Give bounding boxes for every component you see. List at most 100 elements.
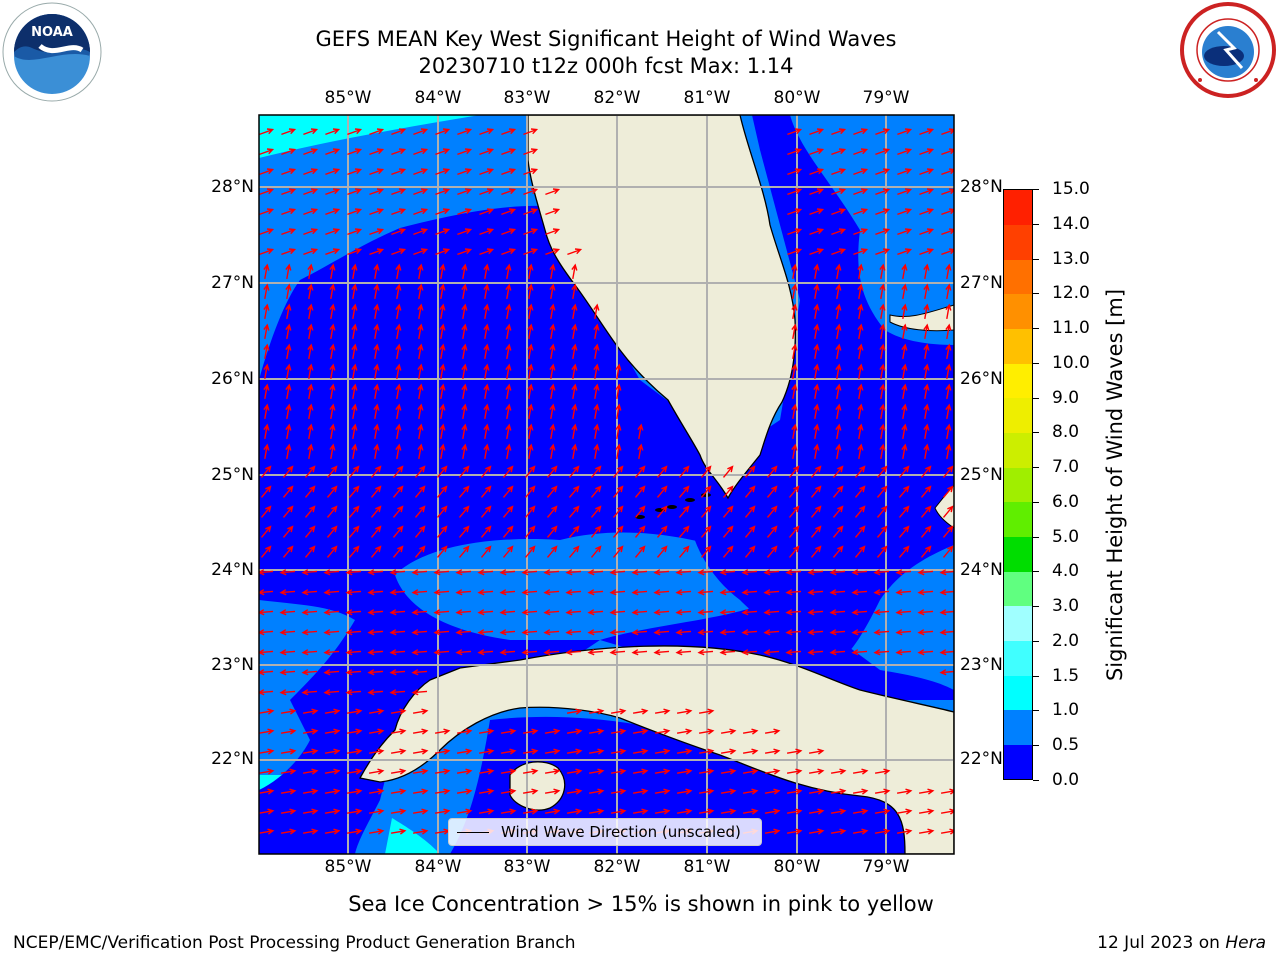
wind-wave-arrow: [874, 768, 891, 775]
wind-wave-arrow: [324, 728, 341, 735]
wind-wave-arrow: [898, 545, 910, 558]
wind-wave-arrow: [919, 168, 935, 176]
wind-wave-arrow: [813, 363, 820, 380]
wind-wave-arrow: [566, 788, 583, 795]
wind-wave-arrow: [565, 609, 582, 616]
wind-wave-arrow: [477, 629, 494, 636]
wind-wave-arrow: [417, 423, 424, 440]
wind-wave-arrow: [895, 589, 912, 596]
wind-wave-arrow: [527, 363, 534, 380]
wind-wave-arrow: [565, 649, 582, 656]
colorbar-segment: [1004, 259, 1032, 295]
wind-wave-arrow: [303, 148, 319, 156]
wind-wave-arrow: [500, 808, 517, 815]
wind-wave-arrow: [853, 168, 869, 176]
wind-wave-arrow: [879, 343, 886, 360]
wind-wave-arrow: [896, 808, 913, 815]
lon-label-top: 85°W: [324, 88, 372, 108]
wind-wave-arrow: [588, 768, 605, 775]
wind-wave-arrow: [523, 168, 539, 176]
wind-wave-arrow: [656, 545, 668, 558]
colorbar-tick: [1033, 362, 1039, 364]
colorbar-segment: [1004, 363, 1032, 399]
wind-wave-arrow: [281, 228, 297, 236]
wind-wave-arrow: [897, 148, 913, 156]
wind-wave-arrow: [478, 748, 495, 755]
wind-wave-arrow: [676, 768, 693, 775]
wind-wave-arrow: [676, 728, 693, 735]
wind-wave-arrow: [521, 589, 538, 596]
wind-wave-arrow: [395, 383, 402, 400]
wind-wave-arrow: [615, 443, 622, 460]
colorbar-title: Significant Height of Wind Waves [m]: [1103, 288, 1127, 682]
wind-wave-arrow: [478, 768, 495, 775]
wind-wave-arrow: [832, 465, 844, 478]
wind-wave-arrow: [301, 609, 318, 616]
wind-wave-arrow: [593, 343, 600, 360]
wind-wave-arrow: [873, 589, 890, 596]
lat-label-left: 25°N: [211, 465, 254, 485]
wind-wave-arrow: [791, 263, 798, 280]
wind-wave-arrow: [609, 589, 626, 596]
wind-wave-arrow: [566, 768, 583, 775]
wind-wave-arrow: [523, 248, 539, 256]
wind-wave-arrow: [612, 505, 624, 518]
wind-wave-arrow: [588, 728, 605, 735]
wind-wave-arrow: [720, 768, 737, 775]
wind-wave-arrow: [940, 828, 954, 835]
wind-wave-arrow: [697, 609, 714, 616]
wind-wave-arrow: [675, 609, 692, 616]
wind-wave-arrow: [791, 303, 798, 320]
wind-wave-arrow: [676, 788, 693, 795]
colorbar-tick: [1033, 223, 1039, 225]
wind-wave-arrow: [329, 443, 336, 460]
wind-wave-arrow: [813, 283, 820, 300]
wind-wave-arrow: [436, 465, 448, 478]
wind-wave-arrow: [901, 263, 908, 280]
colorbar-tick-label: 0.5: [1052, 735, 1080, 756]
wind-wave-arrow: [945, 303, 952, 320]
wind-wave-arrow: [279, 689, 296, 696]
wind-wave-arrow: [500, 728, 517, 735]
noaa-logo-icon: NOAA: [2, 2, 102, 102]
wind-wave-arrow: [348, 545, 360, 558]
wind-wave-arrow: [787, 148, 803, 156]
wind-wave-arrow: [391, 188, 407, 196]
wind-wave-arrow: [347, 148, 363, 156]
wind-wave-arrow: [787, 128, 803, 136]
colorbar-tick: [1033, 467, 1039, 469]
wind-wave-arrow: [678, 525, 690, 538]
wind-wave-arrow: [369, 228, 385, 236]
wind-wave-arrow: [939, 569, 954, 576]
wind-wave-arrow: [456, 808, 473, 815]
wind-wave-arrow: [455, 589, 472, 596]
wind-wave-arrow: [609, 569, 626, 576]
wind-wave-arrow: [348, 465, 360, 478]
colorbar-tick-label: 11.0: [1052, 318, 1090, 339]
wind-wave-arrow: [323, 689, 340, 696]
wind-wave-arrow: [941, 128, 954, 136]
lat-label-right: 24°N: [960, 560, 1003, 580]
wind-wave-arrow: [301, 669, 318, 676]
wind-wave-arrow: [285, 403, 292, 420]
wind-wave-arrow: [587, 569, 604, 576]
wind-wave-arrow: [351, 383, 358, 400]
wind-wave-arrow: [461, 443, 468, 460]
wind-wave-arrow: [347, 128, 363, 136]
wind-wave-arrow: [439, 423, 446, 440]
wind-wave-arrow: [412, 708, 429, 715]
wind-wave-arrow: [324, 828, 341, 835]
colorbar-segment: [1004, 605, 1032, 641]
wind-wave-arrow: [610, 748, 627, 755]
wind-wave-arrow: [373, 323, 380, 340]
wind-wave-arrow: [791, 363, 798, 380]
wind-wave-arrow: [897, 248, 913, 256]
wind-wave-arrow: [351, 283, 358, 300]
wind-wave-arrow: [307, 423, 314, 440]
wind-wave-arrow: [389, 669, 406, 676]
wind-wave-arrow: [458, 545, 470, 558]
wind-wave-arrow: [923, 403, 930, 420]
wind-wave-arrow: [785, 589, 802, 596]
wind-wave-arrow: [809, 148, 825, 156]
wind-wave-arrow: [612, 485, 624, 498]
